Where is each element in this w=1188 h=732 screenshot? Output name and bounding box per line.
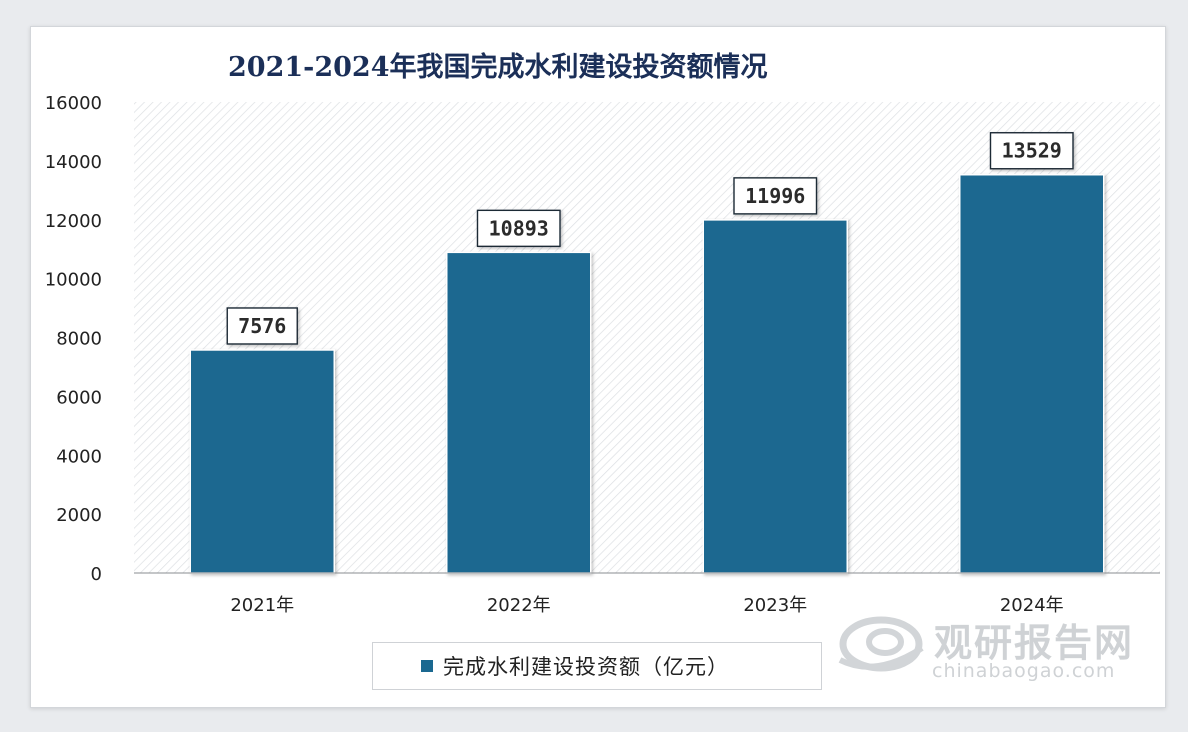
x-tick-label: 2023年	[743, 595, 807, 616]
y-tick-label: 0	[91, 564, 102, 585]
data-label: 13529	[1002, 139, 1062, 163]
data-label: 10893	[489, 216, 549, 240]
bar-series	[189, 173, 1105, 574]
y-tick-label: 14000	[45, 152, 102, 173]
watermark-en: chinabaogao.com	[932, 660, 1116, 682]
y-tick-label: 10000	[45, 270, 102, 291]
legend-label: 完成水利建设投资额（亿元）	[443, 655, 729, 679]
bar-1	[189, 349, 335, 574]
chart-title: 2021-2024年我国完成水利建设投资额情况	[228, 52, 768, 83]
y-tick-label: 16000	[45, 93, 102, 114]
x-tick-label: 2024年	[1000, 595, 1064, 616]
bar-4	[959, 173, 1105, 574]
y-axis: 0 2000 4000 6000 8000 10000 12000 14000 16000	[45, 93, 102, 585]
watermark-cn: 观研报告网	[934, 621, 1135, 665]
data-label-box	[476, 209, 561, 248]
y-tick-label: 2000	[56, 505, 102, 526]
x-tick-label: 2022年	[487, 595, 551, 616]
data-labels: 7576 10893 11996 13529	[226, 132, 1074, 345]
data-label-box	[733, 177, 818, 215]
y-tick-label: 6000	[56, 387, 102, 408]
x-tick-label: 2021年	[230, 595, 294, 616]
data-label: 7576	[238, 314, 286, 338]
legend: 完成水利建设投资额（亿元）	[372, 642, 822, 690]
y-tick-label: 12000	[45, 211, 102, 232]
bar-3	[702, 219, 848, 574]
watermark-logo-icon	[838, 616, 924, 672]
y-tick-label: 4000	[56, 446, 102, 467]
x-axis: 2021年 2022年 2023年 2024年	[230, 595, 1063, 616]
y-tick-label: 8000	[56, 329, 102, 350]
data-label-box	[226, 307, 298, 345]
data-label-box	[989, 132, 1074, 170]
bar-2	[446, 251, 592, 574]
legend-swatch	[421, 660, 433, 672]
data-label: 11996	[745, 184, 805, 208]
watermark: 观研报告网 chinabaogao.com	[836, 608, 1156, 688]
